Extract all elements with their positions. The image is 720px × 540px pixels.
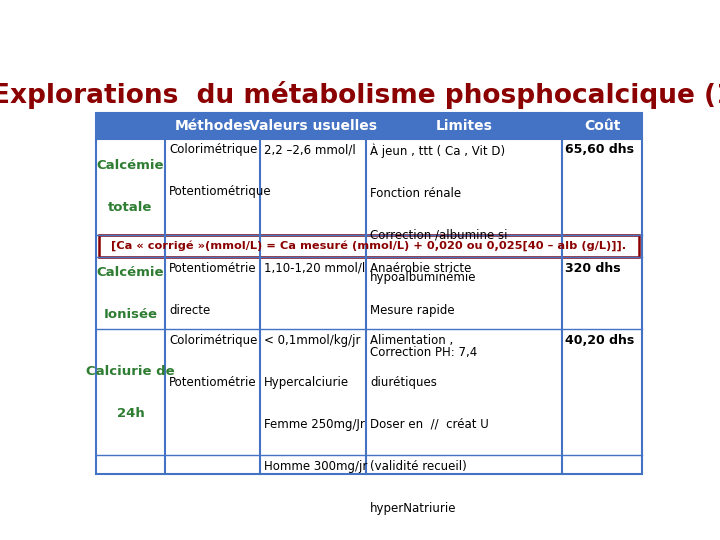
Bar <box>260 113 366 139</box>
Text: Colorimétrique

Potentiométrique: Colorimétrique Potentiométrique <box>169 143 272 198</box>
Bar <box>366 113 562 139</box>
Text: 40,20 dhs: 40,20 dhs <box>565 334 634 347</box>
Bar <box>562 113 642 139</box>
Text: 2,2 –2,6 mmol/l: 2,2 –2,6 mmol/l <box>264 143 356 156</box>
Text: 320 dhs: 320 dhs <box>565 261 621 274</box>
Text: Alimentation ,

diurétiques

Doser en  //  créat U

(validité recueil)

hyperNat: Alimentation , diurétiques Doser en // c… <box>370 334 489 515</box>
Bar <box>96 113 166 139</box>
Text: < 0,1mmol/kg/jr

Hypercalciurie

Femme 250mg/Jr

Homme 300mg/jr: < 0,1mmol/kg/jr Hypercalciurie Femme 250… <box>264 334 367 472</box>
Bar <box>166 113 260 139</box>
Text: Colorimétrique

Potentiométrie: Colorimétrique Potentiométrie <box>169 334 258 389</box>
Text: 1,10-1,20 mmol/l: 1,10-1,20 mmol/l <box>264 261 365 274</box>
Text: Potentiométrie

directe: Potentiométrie directe <box>169 261 257 316</box>
FancyBboxPatch shape <box>99 235 639 256</box>
Text: Méthodes: Méthodes <box>174 119 251 133</box>
Text: À jeun , ttt ( Ca , Vit D)

Fonction rénale

Correction /albumine si

hypoalbumi: À jeun , ttt ( Ca , Vit D) Fonction réna… <box>370 143 508 284</box>
Text: 65,60 dhs: 65,60 dhs <box>565 143 634 156</box>
Text: Anaérobie stricte

Mesure rapide

Correction PH: 7,4: Anaérobie stricte Mesure rapide Correcti… <box>370 261 477 359</box>
Text: Coût: Coût <box>584 119 620 133</box>
Bar <box>96 113 642 474</box>
Text: Valeurs usuelles: Valeurs usuelles <box>249 119 377 133</box>
Text: [Ca « corrigé »(mmol/L) = Ca mesuré (mmol/L) + 0,020 ou 0,025[40 – alb (g/L)]].: [Ca « corrigé »(mmol/L) = Ca mesuré (mmo… <box>112 241 626 252</box>
Text: Calcémie

totale: Calcémie totale <box>96 159 164 214</box>
Text: Explorations  du métabolisme phosphocalcique (1): Explorations du métabolisme phosphocalci… <box>0 82 720 110</box>
Text: Calcémie

Ionisée: Calcémie Ionisée <box>96 266 164 321</box>
Text: Calciurie de

24h: Calciurie de 24h <box>86 364 175 420</box>
Text: Limites: Limites <box>436 119 492 133</box>
